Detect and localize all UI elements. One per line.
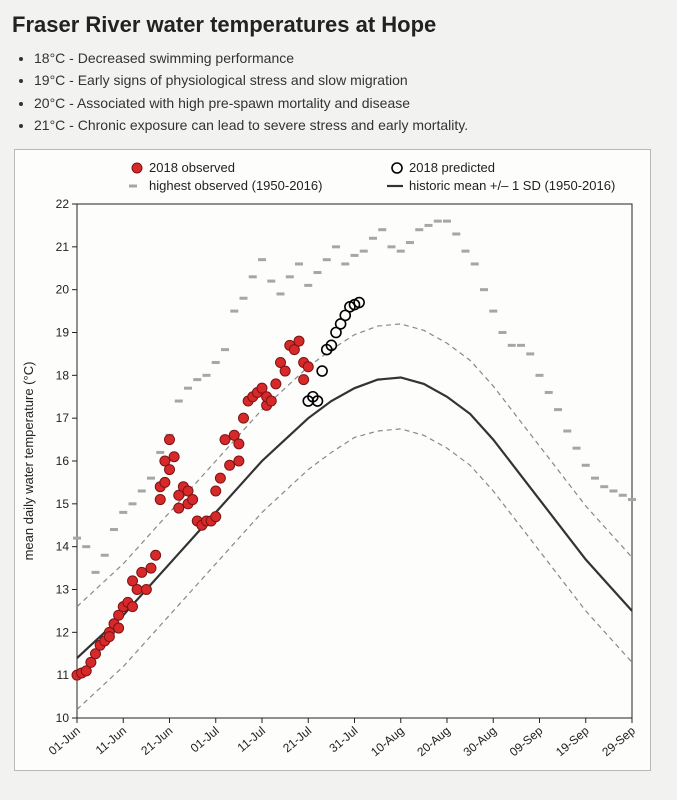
svg-text:22: 22 (56, 197, 70, 211)
svg-text:17: 17 (56, 411, 70, 425)
svg-text:2018 predicted: 2018 predicted (409, 160, 495, 175)
svg-text:10: 10 (56, 711, 70, 725)
svg-text:13: 13 (56, 583, 70, 597)
svg-text:15: 15 (56, 497, 70, 511)
svg-text:mean daily water temperature (: mean daily water temperature (°C) (21, 362, 36, 561)
threshold-notes: 18°C - Decreased swimming performance 19… (34, 48, 667, 135)
svg-text:14: 14 (56, 540, 70, 554)
svg-text:2018 observed: 2018 observed (149, 160, 235, 175)
svg-text:historic mean +/– 1 SD (1950-2: historic mean +/– 1 SD (1950-2016) (409, 178, 615, 193)
svg-text:19: 19 (56, 326, 70, 340)
svg-text:18: 18 (56, 369, 70, 383)
svg-text:11: 11 (57, 668, 70, 682)
note-item: 19°C - Early signs of physiological stre… (34, 70, 667, 90)
svg-text:21: 21 (56, 240, 70, 254)
temperature-chart: 10 11 12 13 14 15 16 17 18 19 20 21 22 mean daily wat… (15, 150, 650, 770)
svg-text:12: 12 (56, 626, 70, 640)
svg-text:16: 16 (56, 454, 70, 468)
page-title: Fraser River water temperatures at Hope (12, 12, 667, 38)
svg-text:20: 20 (56, 283, 70, 297)
note-item: 20°C - Associated with high pre-spawn mo… (34, 93, 667, 113)
chart-container: 10 11 12 13 14 15 16 17 18 19 20 21 22 mean daily wat… (14, 149, 651, 771)
note-item: 21°C - Chronic exposure can lead to seve… (34, 115, 667, 135)
svg-text:highest observed (1950-2016): highest observed (1950-2016) (149, 178, 322, 193)
note-item: 18°C - Decreased swimming performance (34, 48, 667, 68)
